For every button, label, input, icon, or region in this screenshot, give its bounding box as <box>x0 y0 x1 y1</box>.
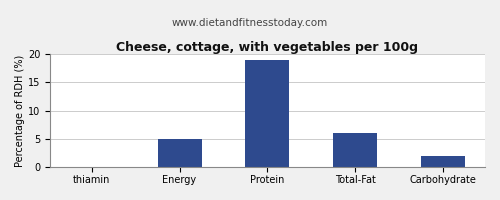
Text: www.dietandfitnesstoday.com: www.dietandfitnesstoday.com <box>172 18 328 28</box>
Bar <box>158 139 202 167</box>
Bar <box>422 156 465 167</box>
Y-axis label: Percentage of RDH (%): Percentage of RDH (%) <box>15 55 25 167</box>
Bar <box>334 133 378 167</box>
Title: Cheese, cottage, with vegetables per 100g: Cheese, cottage, with vegetables per 100… <box>116 41 418 54</box>
Bar <box>246 60 290 167</box>
